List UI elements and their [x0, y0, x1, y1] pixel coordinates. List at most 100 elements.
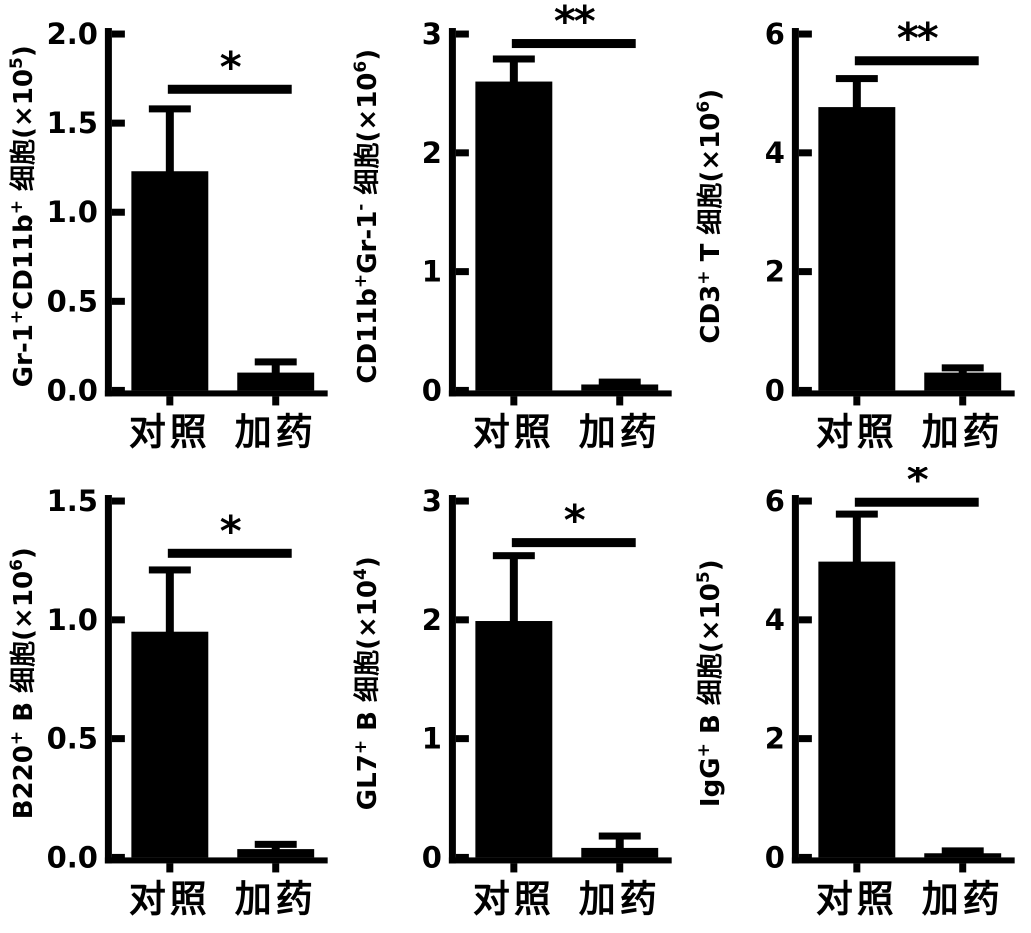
- x-axis: [104, 390, 328, 397]
- y-tick: [799, 853, 813, 861]
- chart-panel-row2-col3: 0 2 4 6 IgG+ B 细胞(×105) 对照 加药 *: [687, 467, 1031, 933]
- bar-treated: [237, 848, 315, 857]
- significance-line: [855, 56, 980, 66]
- bar-treated: [580, 847, 658, 857]
- y-tick: [455, 853, 469, 861]
- y-axis: [104, 494, 112, 863]
- x-axis: [792, 390, 1016, 397]
- significance-stars: *: [907, 467, 929, 504]
- y-tick: [455, 386, 469, 394]
- y-axis: [448, 28, 456, 397]
- y-tick-label: 2: [421, 602, 441, 636]
- bar-control: [818, 107, 896, 391]
- y-tick: [111, 386, 125, 394]
- significance-line: [511, 537, 636, 547]
- significance-stars: **: [553, 0, 595, 46]
- x-tick: [615, 862, 623, 872]
- y-tick: [111, 497, 125, 505]
- x-axis: [448, 390, 672, 397]
- y-tick: [799, 615, 813, 623]
- chart-panel-row1-col3: 0 2 4 6 CD3+ T 细胞(×106) 对照 加药 **: [687, 0, 1031, 467]
- y-tick-label: 0: [421, 373, 441, 407]
- significance-line: [511, 39, 636, 49]
- significance-line: [855, 497, 980, 507]
- x-tick: [959, 396, 967, 406]
- significance-line: [167, 84, 292, 94]
- y-tick: [799, 734, 813, 742]
- bar-chart-row2-col3: 0 2 4 6 IgG+ B 细胞(×105) 对照 加药 *: [694, 467, 1016, 920]
- x-tick: [509, 396, 517, 406]
- bar-control: [131, 171, 209, 391]
- y-tick-label: 2: [421, 136, 441, 170]
- y-axis: [792, 494, 800, 863]
- y-tick: [799, 149, 813, 157]
- y-axis-label: Gr-1+CD11b+ 细胞(×105): [7, 45, 39, 387]
- bar-chart-row2-col2: 0 1 2 3 GL7+ B 细胞(×104) 对照 加药 *: [351, 484, 672, 920]
- y-tick-label: 1.5: [47, 106, 98, 140]
- chart-panel-row1-col2: 0 1 2 3 CD11b+Gr-1- 细胞(×106) 对照 加药 **: [344, 0, 688, 467]
- x-category-label-treated: 加药: [235, 410, 317, 453]
- x-tick: [166, 396, 174, 406]
- x-category-label-treated: 加药: [578, 410, 660, 453]
- error-bar-cap: [254, 840, 297, 848]
- x-tick: [615, 396, 623, 406]
- x-axis: [448, 856, 672, 863]
- y-tick: [455, 149, 469, 157]
- bar-control: [131, 631, 209, 857]
- y-tick-label: 6: [765, 17, 785, 51]
- x-category-label-treated: 加药: [922, 410, 1004, 453]
- x-tick: [853, 396, 861, 406]
- y-tick-label: 0.5: [47, 721, 98, 755]
- error-bar-cap: [492, 55, 535, 63]
- y-tick: [111, 853, 125, 861]
- error-bar-stem: [853, 78, 862, 110]
- chart-panel-row2-col2: 0 1 2 3 GL7+ B 细胞(×104) 对照 加药 *: [344, 467, 688, 933]
- y-tick-label: 0.5: [47, 284, 98, 318]
- bar-chart-row1-col1: 0.0 0.5 1.0 1.5 2.0Gr-1+CD11b+ 细胞(×105) 对照 加药 *: [7, 17, 328, 453]
- error-bar-stem: [615, 835, 624, 850]
- y-tick-label: 0.0: [47, 373, 98, 407]
- error-bar-cap: [836, 510, 879, 518]
- error-bar-cap: [148, 565, 191, 573]
- y-tick-label: 2.0: [47, 17, 98, 51]
- x-axis: [792, 856, 1016, 863]
- y-axis: [448, 494, 456, 863]
- y-tick: [111, 297, 125, 305]
- y-axis-label: CD11b+Gr-1- 细胞(×106): [351, 49, 383, 384]
- x-category-label-treated: 加药: [578, 877, 660, 920]
- y-tick-label: 3: [421, 484, 441, 518]
- y-tick: [455, 30, 469, 38]
- y-axis: [104, 28, 112, 397]
- y-tick: [111, 615, 125, 623]
- chart-panel-row1-col1: 0.0 0.5 1.0 1.5 2.0 Gr-1+CD11b+ 细胞(×105) 对照 加药 *: [0, 0, 344, 467]
- error-bar-cap: [598, 378, 641, 386]
- error-bar-cap: [942, 846, 985, 854]
- significance-stars: *: [563, 495, 585, 544]
- y-tick: [799, 268, 813, 276]
- y-axis: [792, 28, 800, 397]
- y-tick-label: 1: [421, 721, 441, 755]
- y-tick-label: 1.0: [47, 195, 98, 229]
- x-category-label-treated: 加药: [235, 877, 317, 920]
- y-tick-label: 0.0: [47, 840, 98, 874]
- error-bar-stem: [509, 58, 518, 84]
- y-tick: [111, 734, 125, 742]
- y-tick: [455, 615, 469, 623]
- error-bar-stem: [509, 555, 518, 623]
- chart-panel-row2-col1: 0.0 0.5 1.0 1.5 B220+ B 细胞(×106) 对照 加药 *: [0, 467, 344, 933]
- error-bar-cap: [598, 832, 641, 840]
- y-tick-label: 4: [765, 602, 785, 636]
- bar-control: [475, 81, 552, 391]
- y-tick-label: 2: [765, 721, 785, 755]
- x-category-label-treated: 加药: [922, 877, 1004, 920]
- x-tick: [853, 862, 861, 872]
- y-tick-label: 1: [421, 255, 441, 289]
- x-tick: [509, 862, 517, 872]
- y-tick: [799, 30, 813, 38]
- x-tick: [272, 862, 280, 872]
- error-bar-stem: [853, 513, 862, 564]
- significance-stars: *: [220, 42, 242, 91]
- y-tick: [111, 30, 125, 38]
